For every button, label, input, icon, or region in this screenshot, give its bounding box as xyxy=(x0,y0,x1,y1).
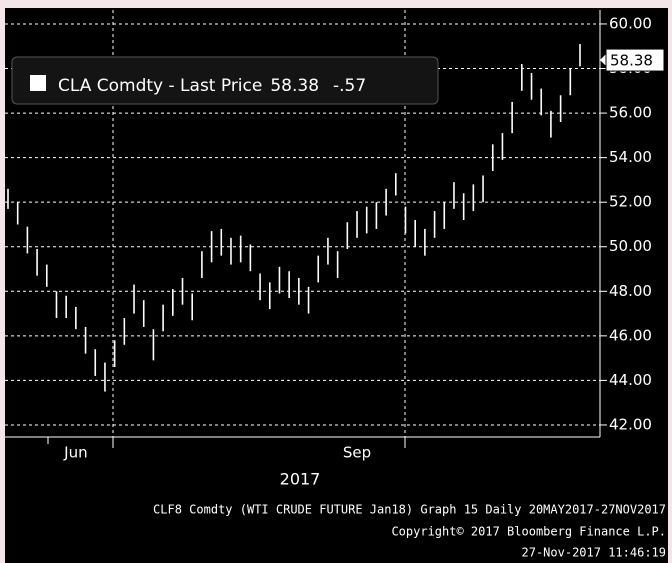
last-price-marker xyxy=(600,54,606,67)
footer: CLF8 Comdty (WTI CRUDE FUTURE Jan18) Gra… xyxy=(153,503,666,517)
x-tick-label: Sep xyxy=(343,444,371,462)
x-axis-label: 2017 xyxy=(280,470,321,489)
y-tick-label: 50.00 xyxy=(609,237,652,255)
y-tick-label: 42.00 xyxy=(609,415,652,433)
footer: 27-Nov-2017 11:46:19 xyxy=(522,546,667,560)
y-tick-label: 60.00 xyxy=(609,14,652,32)
last-price-box xyxy=(605,48,665,72)
legend-text: 58.38 xyxy=(270,76,319,96)
footer: Copyright© 2017 Bloomberg Finance L.P. xyxy=(391,525,666,539)
legend-box xyxy=(11,56,439,105)
y-tick-label: 54.00 xyxy=(609,148,652,166)
legend-swatch xyxy=(30,75,46,91)
y-tick-label: 48.00 xyxy=(609,282,652,300)
last-price-label: 58.38 xyxy=(610,52,653,70)
y-tick-label: 52.00 xyxy=(609,193,652,211)
legend-text: -.57 xyxy=(333,76,366,96)
x-tick-label: Jun xyxy=(63,444,87,462)
y-tick-label: 56.00 xyxy=(609,104,652,122)
legend-text: CLA Comdty - Last Price xyxy=(58,76,262,96)
y-tick-label: 46.00 xyxy=(609,326,652,344)
legend-entry: CLA Comdty - Last Price 58.38 -.57 xyxy=(58,76,366,96)
y-tick-label: 44.00 xyxy=(609,371,652,389)
